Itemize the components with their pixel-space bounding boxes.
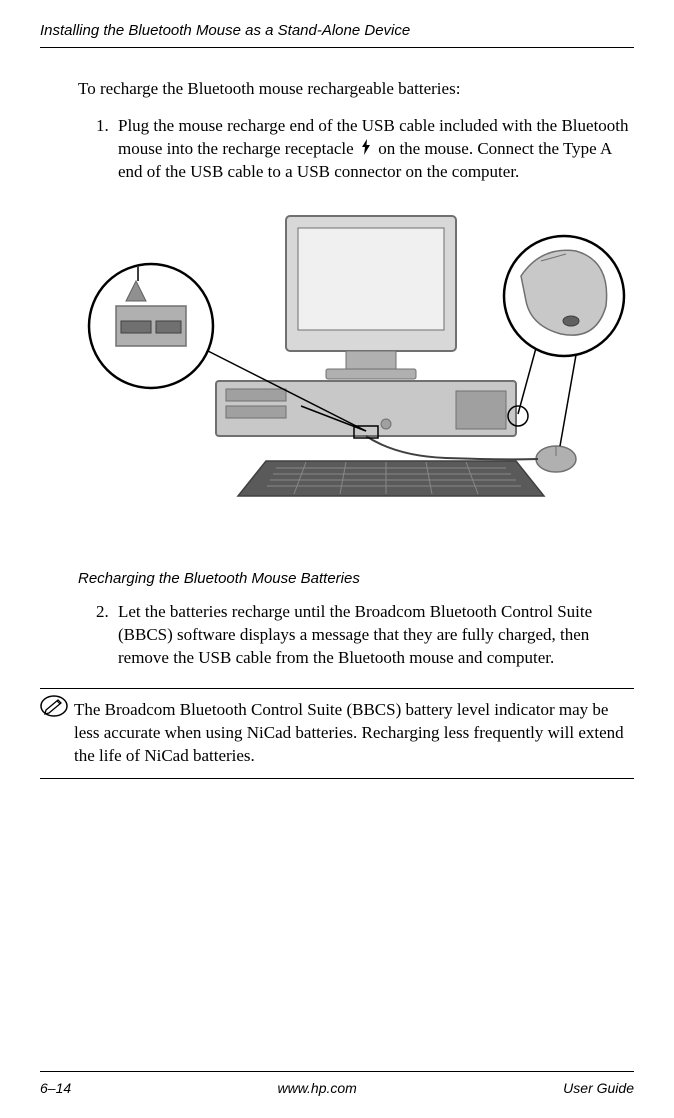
intro-paragraph: To recharge the Bluetooth mouse recharge… — [78, 78, 634, 101]
step-2: 2. Let the batteries recharge until the … — [96, 601, 634, 670]
footer-rule — [40, 1071, 634, 1072]
page-header: Installing the Bluetooth Mouse as a Stan… — [0, 0, 674, 47]
figure-recharge-diagram — [86, 206, 626, 556]
footer-url: www.hp.com — [277, 1080, 356, 1096]
step-list-2: 2. Let the batteries recharge until the … — [78, 601, 634, 670]
pencil-icon — [40, 695, 68, 722]
page-footer: 6–14 www.hp.com User Guide — [0, 1071, 674, 1096]
step-1-number: 1. — [96, 115, 109, 138]
step-list: 1. Plug the mouse recharge end of the US… — [78, 115, 634, 184]
figure-caption: Recharging the Bluetooth Mouse Batteries — [78, 570, 634, 587]
step-2-number: 2. — [96, 601, 109, 624]
note-text: The Broadcom Bluetooth Control Suite (BB… — [40, 699, 634, 768]
step-1: 1. Plug the mouse recharge end of the US… — [96, 115, 634, 184]
diagram-svg — [86, 206, 626, 556]
footer-page-number: 6–14 — [40, 1080, 71, 1096]
note-block: The Broadcom Bluetooth Control Suite (BB… — [40, 688, 634, 779]
step-2-text: Let the batteries recharge until the Bro… — [118, 602, 592, 667]
header-title: Installing the Bluetooth Mouse as a Stan… — [40, 22, 410, 39]
footer-label: User Guide — [563, 1080, 634, 1096]
lightning-icon — [360, 139, 372, 162]
main-content: To recharge the Bluetooth mouse recharge… — [0, 48, 674, 670]
footer-row: 6–14 www.hp.com User Guide — [40, 1080, 634, 1096]
